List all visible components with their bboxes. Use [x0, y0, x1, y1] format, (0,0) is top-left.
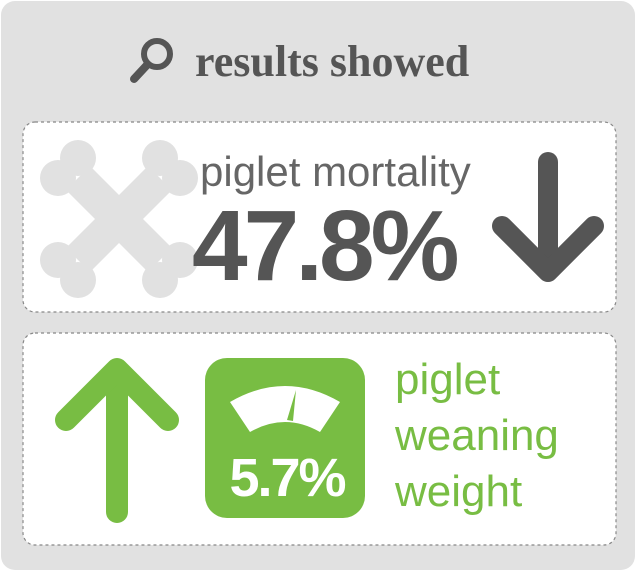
card-label: piglet mortality [200, 148, 471, 195]
label-line: weaning [394, 411, 559, 460]
title: results showed [195, 37, 469, 86]
label-line: weight [394, 467, 522, 516]
card-label: piglet weaning weight [394, 355, 571, 516]
crossbones-icon [40, 140, 198, 298]
label-line: piglet [395, 355, 500, 404]
up-arrow [55, 358, 179, 523]
card-value: 5.7% [229, 448, 345, 508]
scale-dial [230, 386, 340, 432]
scale-needle [287, 390, 296, 421]
card-value: 47.8% [192, 190, 458, 302]
search-icon [130, 38, 173, 83]
down-arrow [492, 152, 604, 282]
